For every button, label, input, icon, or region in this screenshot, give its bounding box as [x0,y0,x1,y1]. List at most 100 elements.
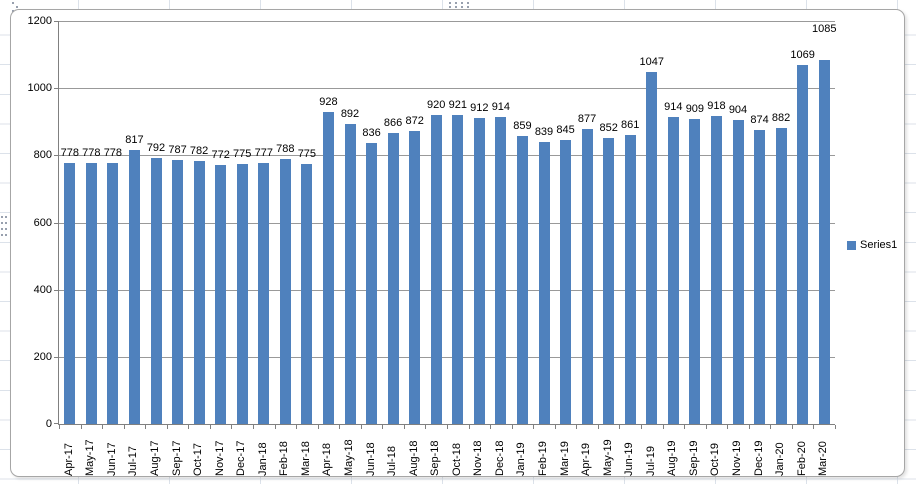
bar-Jul-17[interactable] [128,149,140,424]
x-axis-label-May-18[interactable]: May-18 [343,439,355,476]
data-label-Jan-18[interactable]: 777 [254,147,273,160]
resize-handle-top-center[interactable] [449,2,469,8]
x-axis-label-Jun-19[interactable]: Jun-19 [623,442,636,476]
data-label-Nov-18[interactable]: 912 [470,101,489,114]
data-label-Oct-17[interactable]: 782 [189,145,209,158]
x-axis-label-Sep-17[interactable]: Sep-17 [170,440,183,476]
data-label-Apr-18[interactable]: 928 [319,96,338,109]
x-axis-label-Dec-19[interactable]: Dec-19 [752,440,765,476]
bar-Jun-17[interactable] [107,162,119,424]
data-label-Aug-17[interactable]: 792 [146,142,166,155]
resize-handle-left-center[interactable] [1,216,7,240]
x-axis-label-Dec-17[interactable]: Dec-17 [235,440,248,476]
bar-Jan-20[interactable] [775,127,787,424]
bar-Aug-19[interactable] [667,117,679,424]
data-label-Nov-19[interactable]: 904 [728,104,748,117]
y-axis-label[interactable]: 0 [45,418,52,430]
x-axis-label-Feb-19[interactable]: Feb-19 [537,441,549,476]
x-axis-label-Sep-18[interactable]: Sep-18 [429,440,442,476]
x-axis-label-Nov-19[interactable]: Nov-19 [731,440,743,476]
bar-Sep-18[interactable] [430,115,442,424]
data-label-Nov-17[interactable]: 772 [211,148,230,161]
x-axis-label-Aug-17[interactable]: Aug-17 [149,440,161,476]
bar-Feb-19[interactable] [538,142,550,424]
bar-May-19[interactable] [603,137,615,424]
y-axis-label[interactable]: 1000 [27,82,52,95]
bar-Apr-19[interactable] [581,129,593,424]
data-label-Feb-19[interactable]: 839 [534,126,554,139]
data-label-Jun-19[interactable]: 861 [621,118,640,131]
x-axis-label-Mar-18[interactable]: Mar-18 [299,441,312,476]
bar-May-17[interactable] [85,162,97,424]
bar-Aug-17[interactable] [150,158,162,424]
bar-Sep-17[interactable] [172,159,184,424]
x-axis-label-Aug-19[interactable]: Aug-19 [666,440,679,476]
x-axis-label-Feb-18[interactable]: Feb-18 [278,441,291,476]
data-label-Oct-19[interactable]: 918 [707,99,726,112]
data-label-Jul-19[interactable]: 1047 [639,56,664,69]
x-axis-label-Sep-19[interactable]: Sep-19 [687,440,700,476]
x-axis-label-Feb-20[interactable]: Feb-20 [795,441,808,476]
bar-Jan-18[interactable] [258,163,270,424]
data-label-Dec-18[interactable]: 914 [491,101,511,114]
data-label-Sep-19[interactable]: 909 [685,102,705,115]
x-axis-label-Nov-18[interactable]: Nov-18 [472,440,485,476]
data-label-Jun-18[interactable]: 836 [362,127,381,140]
y-axis-label[interactable]: 1200 [27,15,52,27]
bar-Sep-19[interactable] [689,118,701,424]
x-axis-label-Oct-19[interactable]: Oct-19 [709,442,722,476]
bar-Oct-17[interactable] [193,161,205,424]
x-axis-label-Jul-17[interactable]: Jul-17 [127,446,140,476]
bar-Jul-19[interactable] [646,72,658,424]
x-axis-label-Oct-17[interactable]: Oct-17 [192,442,205,476]
data-label-Mar-19[interactable]: 845 [556,124,575,137]
data-label-Dec-17[interactable]: 775 [233,147,252,160]
bar-Feb-18[interactable] [279,159,291,424]
data-label-Feb-18[interactable]: 788 [276,143,295,156]
data-label-Feb-20[interactable]: 1069 [790,48,815,61]
x-axis-label-Apr-17[interactable]: Apr-17 [62,442,75,476]
x-axis-label-Jun-17[interactable]: Jun-17 [105,442,118,476]
y-axis-label[interactable]: 600 [33,216,52,229]
data-label-Jul-17[interactable]: 817 [125,133,144,146]
bar-Dec-18[interactable] [495,117,507,424]
x-axis-label-May-19[interactable]: May-19 [601,439,614,476]
bar-Nov-19[interactable] [732,120,744,424]
y-axis-label[interactable]: 400 [33,283,52,296]
bar-Aug-18[interactable] [409,131,421,424]
x-axis-label-Mar-19[interactable]: Mar-19 [558,441,571,476]
x-axis-label-Jul-18[interactable]: Jul-18 [386,446,399,476]
x-axis-label-Apr-19[interactable]: Apr-19 [580,442,593,476]
data-label-Aug-18[interactable]: 872 [405,115,424,128]
data-label-Jan-19[interactable]: 859 [513,119,532,132]
data-label-Apr-19[interactable]: 877 [577,113,597,126]
x-axis-label-Jan-19[interactable]: Jan-19 [515,442,528,476]
bar-Oct-19[interactable] [710,115,722,424]
data-label-Mar-18[interactable]: 775 [297,147,317,160]
bar-Jan-19[interactable] [516,135,528,424]
data-label-May-18[interactable]: 892 [340,108,360,121]
chart-object[interactable]: 778 778 778 817 792 787 782 772 775 777 788 775 928 8… [10,9,905,477]
x-axis-label-Oct-18[interactable]: Oct-18 [450,442,463,476]
bar-Mar-20[interactable] [818,59,830,424]
data-label-Apr-17[interactable]: 778 [60,146,79,159]
x-axis-label-Dec-18[interactable]: Dec-18 [493,440,506,476]
legend[interactable]: Series1 [847,239,897,251]
data-label-May-19[interactable]: 852 [599,121,618,134]
x-axis-label-Nov-17[interactable]: Nov-17 [213,440,226,476]
y-axis-label[interactable]: 800 [33,149,52,162]
bar-Nov-17[interactable] [215,164,227,424]
bar-Nov-18[interactable] [473,117,485,424]
x-axis-label-May-17[interactable]: May-17 [84,439,97,476]
data-label-Sep-17[interactable]: 787 [168,143,187,156]
x-axis-label-Aug-18[interactable]: Aug-18 [407,440,420,476]
plot-area[interactable]: 778 778 778 817 792 787 782 772 775 777 788 775 928 8… [54,21,836,429]
x-axis-label-Apr-18[interactable]: Apr-18 [321,442,334,476]
bar-Mar-18[interactable] [301,163,313,424]
x-axis-label-Jul-19[interactable]: Jul-19 [644,446,657,476]
data-label-Dec-19[interactable]: 874 [750,114,769,127]
x-axis-label-Jun-18[interactable]: Jun-18 [364,442,377,476]
data-label-Mar-20[interactable]: 1085 [811,22,837,35]
data-label-Jun-17[interactable]: 778 [103,146,123,159]
data-label-Oct-18[interactable]: 921 [448,98,467,111]
